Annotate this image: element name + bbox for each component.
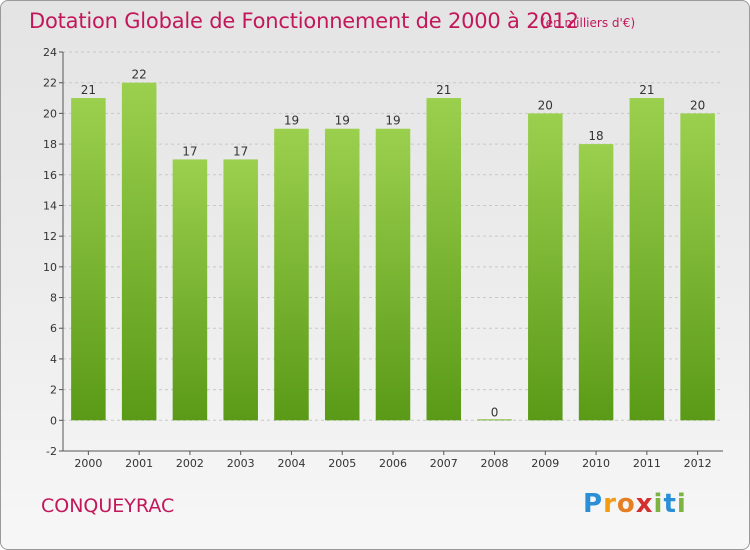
bar-2009: [528, 113, 563, 421]
x-tick-label-2008: 2008: [481, 457, 509, 470]
value-label-2000: 21: [81, 83, 96, 97]
value-label-2008: 0: [491, 405, 499, 419]
x-tick-label-2010: 2010: [582, 457, 610, 470]
bar-2012: [680, 113, 715, 421]
bar-2010: [578, 144, 614, 421]
y-tick-label: 2: [50, 384, 57, 397]
commune-name: CONQUEYRAC: [41, 495, 175, 517]
chart-subtitle: (en milliers d'€): [541, 16, 636, 30]
y-tick-label: 10: [43, 261, 57, 274]
bar-2000: [71, 98, 106, 421]
value-label-2012: 20: [690, 98, 705, 112]
bars: [71, 82, 715, 421]
y-tick-label: 24: [43, 46, 57, 59]
y-tick-label: 20: [43, 107, 57, 120]
value-label-2009: 20: [538, 98, 553, 112]
y-tick-label: -2: [46, 445, 57, 458]
value-label-2010: 18: [588, 129, 603, 143]
value-label-2003: 17: [233, 144, 248, 158]
x-tick-label-2006: 2006: [379, 457, 407, 470]
y-tick-label: 4: [50, 353, 57, 366]
proxiti-logo: Proxiti: [583, 489, 687, 519]
bar-2007: [426, 98, 462, 421]
bar-2005: [324, 128, 360, 421]
bar-2004: [274, 128, 309, 421]
bar-2008: [477, 419, 512, 421]
bar-2011: [629, 98, 665, 421]
y-tick-label: 6: [50, 322, 57, 335]
x-tick-label-2003: 2003: [227, 457, 255, 470]
y-tick-label: 12: [43, 230, 57, 243]
value-label-2005: 19: [335, 114, 350, 128]
chart-title: Dotation Globale de Fonctionnement de 20…: [29, 9, 579, 33]
bar-2006: [375, 128, 411, 421]
x-tick-label-2004: 2004: [277, 457, 305, 470]
x-tick-label-2001: 2001: [125, 457, 153, 470]
value-label-2006: 19: [385, 114, 400, 128]
y-tick-label: 16: [43, 169, 57, 182]
y-tick-label: 18: [43, 138, 57, 151]
x-tick-label-2012: 2012: [684, 457, 712, 470]
value-label-2001: 22: [132, 68, 147, 82]
x-tick-label-2007: 2007: [430, 457, 458, 470]
x-tick-label-2002: 2002: [176, 457, 204, 470]
y-tick-label: 8: [50, 292, 57, 305]
value-label-2007: 21: [436, 83, 451, 97]
value-label-2011: 21: [639, 83, 654, 97]
axes: [59, 51, 723, 455]
bar-2002: [172, 159, 208, 421]
bar-2001: [121, 82, 157, 421]
y-tick-label: 14: [43, 199, 57, 212]
y-tick-label: 0: [50, 414, 57, 427]
x-tick-label-2005: 2005: [328, 457, 356, 470]
y-tick-label: 22: [43, 77, 57, 90]
x-tick-label-2000: 2000: [74, 457, 102, 470]
labels: -202468101214161820222421200022200117200…: [43, 46, 712, 470]
x-tick-label-2009: 2009: [531, 457, 559, 470]
value-label-2004: 19: [284, 114, 299, 128]
value-label-2002: 17: [182, 144, 197, 158]
bar-2003: [223, 159, 258, 421]
x-tick-label-2011: 2011: [633, 457, 661, 470]
